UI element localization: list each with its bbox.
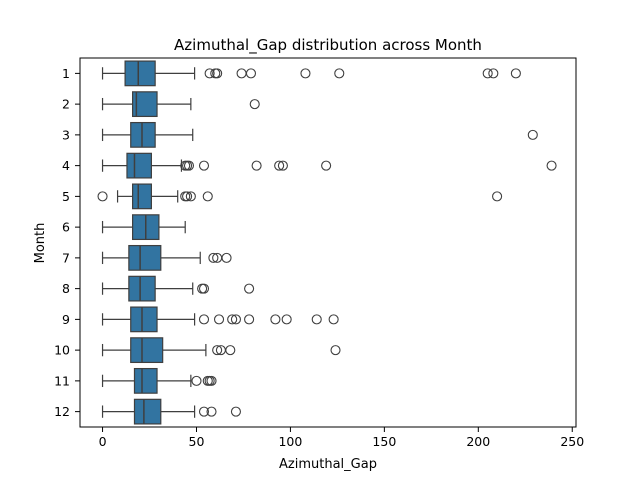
outlier-point (300, 68, 311, 79)
outlier-point (328, 314, 339, 325)
y-tick-label: 7 (62, 250, 70, 265)
outlier-point (330, 345, 341, 356)
x-axis-label: Azimuthal_Gap (279, 457, 377, 472)
y-tick-label: 2 (62, 97, 70, 112)
outlier-point (206, 375, 217, 386)
outlier-point (482, 68, 493, 79)
outlier-point (198, 283, 210, 294)
y-tick-label: 12 (54, 404, 70, 419)
box-month-9 (130, 306, 158, 333)
box-month-4 (126, 152, 152, 179)
y-tick-label: 4 (62, 158, 70, 173)
outlier-point (488, 68, 499, 79)
outlier-point (202, 191, 213, 202)
y-tick-label: 6 (62, 220, 70, 235)
y-axis-label: Month (33, 223, 48, 264)
outlier-point (245, 68, 257, 79)
outlier-point (212, 68, 223, 79)
outlier-point (208, 252, 219, 263)
y-tick-label: 9 (62, 312, 70, 327)
outlier-point (546, 160, 557, 171)
outlier-point (527, 129, 538, 140)
y-tick-label: 1 (62, 66, 70, 81)
outlier-point (198, 160, 210, 171)
outlier-point (244, 314, 255, 325)
outlier-point (251, 160, 262, 171)
x-tick-label: 150 (372, 434, 396, 449)
x-tick-label: 100 (278, 434, 302, 449)
plot-frame (79, 57, 577, 428)
outlier-point (281, 314, 292, 325)
box-month-12 (133, 398, 162, 425)
outlier-point (198, 406, 210, 417)
y-tick-label: 8 (62, 281, 70, 296)
outlier-point (182, 191, 193, 202)
box-month-3 (130, 121, 156, 148)
outlier-point (213, 314, 225, 325)
box-month-8 (128, 275, 156, 302)
box-month-1 (124, 60, 156, 87)
outlier-point (311, 314, 322, 325)
outlier-point (97, 191, 108, 202)
y-tick-label: 11 (54, 373, 70, 388)
box-month-11 (133, 367, 158, 394)
y-tick-label: 3 (62, 127, 70, 142)
outlier-point (274, 160, 285, 171)
outlier-point (225, 345, 236, 356)
outlier-point (185, 191, 196, 202)
outlier-point (212, 345, 223, 356)
box-month-5 (132, 183, 152, 210)
x-tick-label: 200 (466, 434, 490, 449)
x-tick-label: 0 (99, 434, 107, 449)
outlier-point (510, 68, 521, 79)
outlier-point (270, 314, 281, 325)
outlier-point (321, 160, 332, 171)
outlier-point (230, 314, 241, 325)
outlier-point (204, 68, 215, 79)
x-tick-label: 50 (189, 434, 205, 449)
box-month-10 (130, 337, 164, 364)
plot-area (97, 60, 557, 425)
box-month-7 (128, 244, 162, 271)
outlier-point (492, 191, 503, 202)
outlier-point (227, 314, 238, 325)
outlier-point (230, 406, 241, 417)
outlier-point (191, 375, 202, 386)
y-tick-label: 5 (62, 189, 70, 204)
outlier-point (183, 160, 195, 171)
outlier-point (206, 406, 217, 417)
outlier-point (198, 314, 210, 325)
outlier-point (277, 160, 288, 171)
chart-title: Azimuthal_Gap distribution across Month (174, 36, 482, 55)
outlier-point (249, 99, 260, 110)
x-tick-label: 250 (560, 434, 584, 449)
outlier-point (334, 68, 345, 79)
y-tick-label: 10 (54, 343, 70, 358)
outlier-point (236, 68, 247, 79)
outlier-point (244, 283, 255, 294)
outlier-point (221, 252, 232, 263)
